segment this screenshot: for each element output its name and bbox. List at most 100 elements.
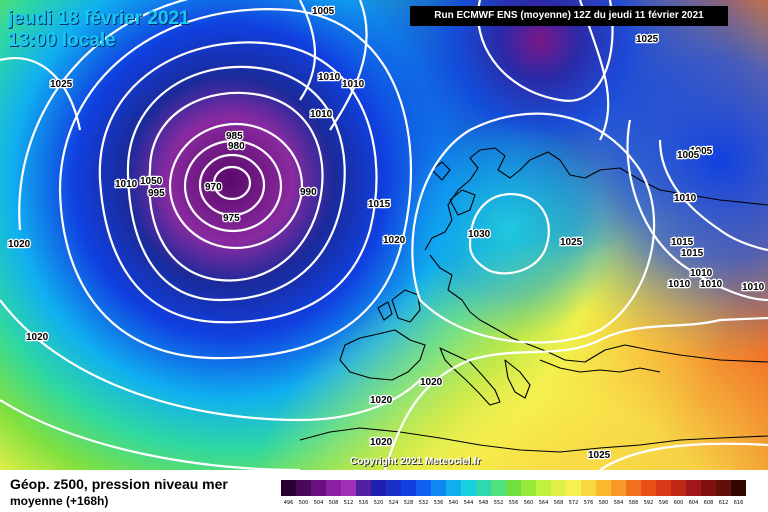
isobar-label: 1005 xyxy=(312,6,335,17)
isobars xyxy=(0,0,768,470)
isobar-label: 1020 xyxy=(383,235,406,246)
legend-swatch xyxy=(686,480,701,496)
isobar-label: 990 xyxy=(300,187,317,198)
copyright-notice: Copyright 2021 Meteociel.fr xyxy=(350,456,481,467)
legend-value: 512 xyxy=(343,500,354,506)
legend-value: 532 xyxy=(418,500,429,506)
valid-date: jeudi 18 février 2021 xyxy=(8,8,190,29)
isobar-label: 1010 xyxy=(310,109,333,120)
isobar-label: 1010 xyxy=(318,72,341,83)
isobar-label: 985 xyxy=(226,131,243,142)
isobar-label: 1025 xyxy=(50,79,73,90)
legend-swatch xyxy=(596,480,611,496)
legend-value: 584 xyxy=(613,500,624,506)
legend-swatch xyxy=(326,480,341,496)
legend-swatch xyxy=(656,480,671,496)
parameter-subtitle: moyenne (+168h) xyxy=(10,494,109,508)
legend-value: 616 xyxy=(733,500,744,506)
isobar-label: 1020 xyxy=(370,395,393,406)
legend-swatch xyxy=(506,480,521,496)
isobar-label: 1015 xyxy=(368,199,391,210)
legend-swatch xyxy=(431,480,446,496)
legend-value: 548 xyxy=(478,500,489,506)
legend-value: 576 xyxy=(583,500,594,506)
isobar-label: 1010 xyxy=(742,282,765,293)
legend-value: 524 xyxy=(388,500,399,506)
legend-swatch xyxy=(371,480,386,496)
legend-swatch xyxy=(416,480,431,496)
isobar-labels: 1005 1025 1025 1010 1010 1010 985 980 97… xyxy=(7,5,766,463)
isobar-label: 975 xyxy=(223,213,240,224)
legend-value: 496 xyxy=(283,500,294,506)
coastlines xyxy=(299,147,768,453)
legend-value: 608 xyxy=(703,500,714,506)
geopotential-field: 1005 1025 1025 1010 1010 1010 985 980 97… xyxy=(0,0,768,470)
legend-swatch xyxy=(446,480,461,496)
isobar-label: 1005 xyxy=(690,146,713,157)
valid-time: 13:00 locale xyxy=(8,30,116,51)
legend-swatch xyxy=(461,480,476,496)
isobar-label: 980 xyxy=(228,141,245,152)
legend-swatch xyxy=(521,480,536,496)
legend-value: 540 xyxy=(448,500,459,506)
isobar-label: 1010 xyxy=(690,268,713,279)
legend-value: 580 xyxy=(598,500,609,506)
legend-value: 568 xyxy=(553,500,564,506)
legend-value: 612 xyxy=(718,500,729,506)
legend-value: 552 xyxy=(493,500,504,506)
legend-swatch xyxy=(641,480,656,496)
legend-value: 536 xyxy=(433,500,444,506)
legend-value: 528 xyxy=(403,500,414,506)
legend-swatch xyxy=(701,480,716,496)
legend-swatch xyxy=(536,480,551,496)
legend-swatch xyxy=(671,480,686,496)
legend-value: 588 xyxy=(628,500,639,506)
legend-value: 544 xyxy=(463,500,474,506)
legend-swatch xyxy=(716,480,731,496)
legend-swatch xyxy=(341,480,356,496)
legend-swatch xyxy=(581,480,596,496)
legend-swatch xyxy=(611,480,626,496)
legend-value: 508 xyxy=(328,500,339,506)
legend-swatch xyxy=(731,480,746,496)
isobar-label: 1005 xyxy=(677,150,700,161)
isobar-label: 1025 xyxy=(636,34,659,45)
legend-value: 504 xyxy=(313,500,324,506)
isobar-label: 1020 xyxy=(8,239,31,250)
legend-value: 520 xyxy=(373,500,384,506)
isobar-label: 1010 xyxy=(700,279,723,290)
isobar-label: 1010 xyxy=(674,193,697,204)
legend-swatch xyxy=(311,480,326,496)
isobar-label: 1025 xyxy=(588,450,611,461)
legend-value: 500 xyxy=(298,500,309,506)
legend-value: 572 xyxy=(568,500,579,506)
legend-swatch xyxy=(476,480,491,496)
parameter-title: Géop. z500, pression niveau mer xyxy=(10,476,228,492)
isobar-label: 1030 xyxy=(468,229,491,240)
weather-map: 1005 1025 1025 1010 1010 1010 985 980 97… xyxy=(0,0,768,470)
legend-value: 560 xyxy=(523,500,534,506)
isobar-label: 1010 xyxy=(115,179,138,190)
valid-date-title: jeudi 18 février 2021 13:00 locale xyxy=(8,8,190,52)
legend-swatch xyxy=(401,480,416,496)
isobar-label: 1015 xyxy=(681,248,704,259)
legend-value: 564 xyxy=(538,500,549,506)
isobar-label: 1015 xyxy=(671,237,694,248)
isobar-label: 1020 xyxy=(420,377,443,388)
legend-value: 556 xyxy=(508,500,519,506)
isobar-label: 1010 xyxy=(668,279,691,290)
legend-swatch xyxy=(296,480,311,496)
legend-value: 592 xyxy=(643,500,654,506)
isobar-label: 1050 xyxy=(140,176,163,187)
legend-swatch xyxy=(551,480,566,496)
isobar-label: 1010 xyxy=(342,79,365,90)
isobar-label: 1020 xyxy=(26,332,49,343)
legend-swatch xyxy=(566,480,581,496)
legend-swatch xyxy=(626,480,641,496)
isobar-label: 1020 xyxy=(370,437,393,448)
isobar-label: 970 xyxy=(205,182,222,193)
run-info-banner: Run ECMWF ENS (moyenne) 12Z du jeudi 11 … xyxy=(410,6,728,26)
legend-value: 516 xyxy=(358,500,369,506)
legend-swatch xyxy=(281,480,296,496)
legend-swatch xyxy=(491,480,506,496)
